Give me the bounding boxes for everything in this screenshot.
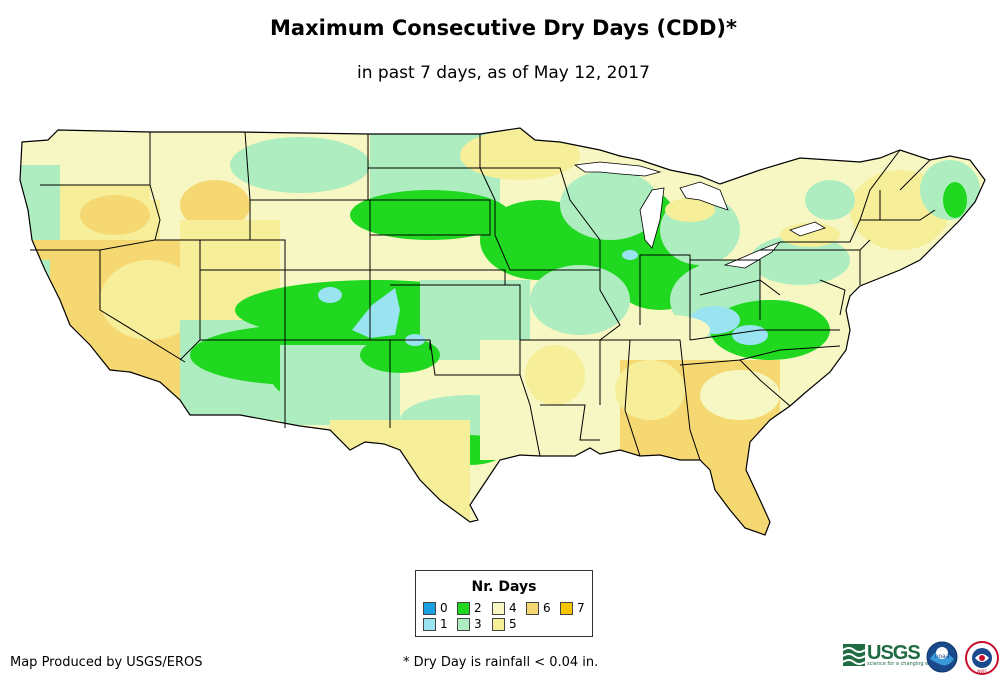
us-dry-days-map — [19, 127, 986, 536]
legend-label-3: 3 — [474, 617, 482, 631]
usgs-logo-text: USGS — [867, 642, 921, 664]
credit-text: Map Produced by USGS/EROS — [10, 655, 203, 670]
legend-label-1: 1 — [440, 617, 448, 631]
state-borders — [19, 127, 986, 536]
map-subtitle: in past 7 days, as of May 12, 2017 — [357, 63, 650, 83]
usgs-wave-icon — [843, 644, 865, 666]
legend-swatch-6 — [526, 602, 539, 615]
usgs-logo-tagline: science for a changing world — [867, 661, 939, 667]
legend-swatch-5 — [492, 618, 505, 631]
legend-swatch-2 — [457, 602, 470, 615]
legend-swatch-4 — [492, 602, 505, 615]
usgs-logo[interactable]: USGS science for a changing world — [843, 642, 939, 668]
footnote-text: * Dry Day is rainfall < 0.04 in. — [403, 655, 599, 670]
legend-label-0: 0 — [440, 601, 448, 615]
legend-swatch-0 — [423, 602, 436, 615]
great-lakes — [573, 161, 826, 269]
noaa-logo-icon[interactable]: noaa — [926, 641, 958, 673]
legend-label-2: 2 — [474, 601, 482, 615]
map-title: Maximum Consecutive Dry Days (CDD)* — [270, 16, 737, 40]
legend-swatch-3 — [457, 618, 470, 631]
legend-label-5: 5 — [509, 617, 517, 631]
legend-title: Nr. Days — [471, 579, 537, 595]
legend-swatch-1 — [423, 618, 436, 631]
noaa-logo-text: noaa — [935, 653, 950, 660]
legend: Nr. Days 0 1 2 3 4 5 6 7 — [415, 570, 593, 637]
legend-label-7: 7 — [577, 601, 585, 615]
legend-swatch-7 — [560, 602, 573, 615]
legend-label-6: 6 — [543, 601, 551, 615]
nws-logo-icon[interactable]: NWS — [965, 641, 999, 675]
nws-logo-text: NWS — [977, 669, 987, 674]
map-fill — [20, 128, 985, 535]
legend-label-4: 4 — [509, 601, 517, 615]
